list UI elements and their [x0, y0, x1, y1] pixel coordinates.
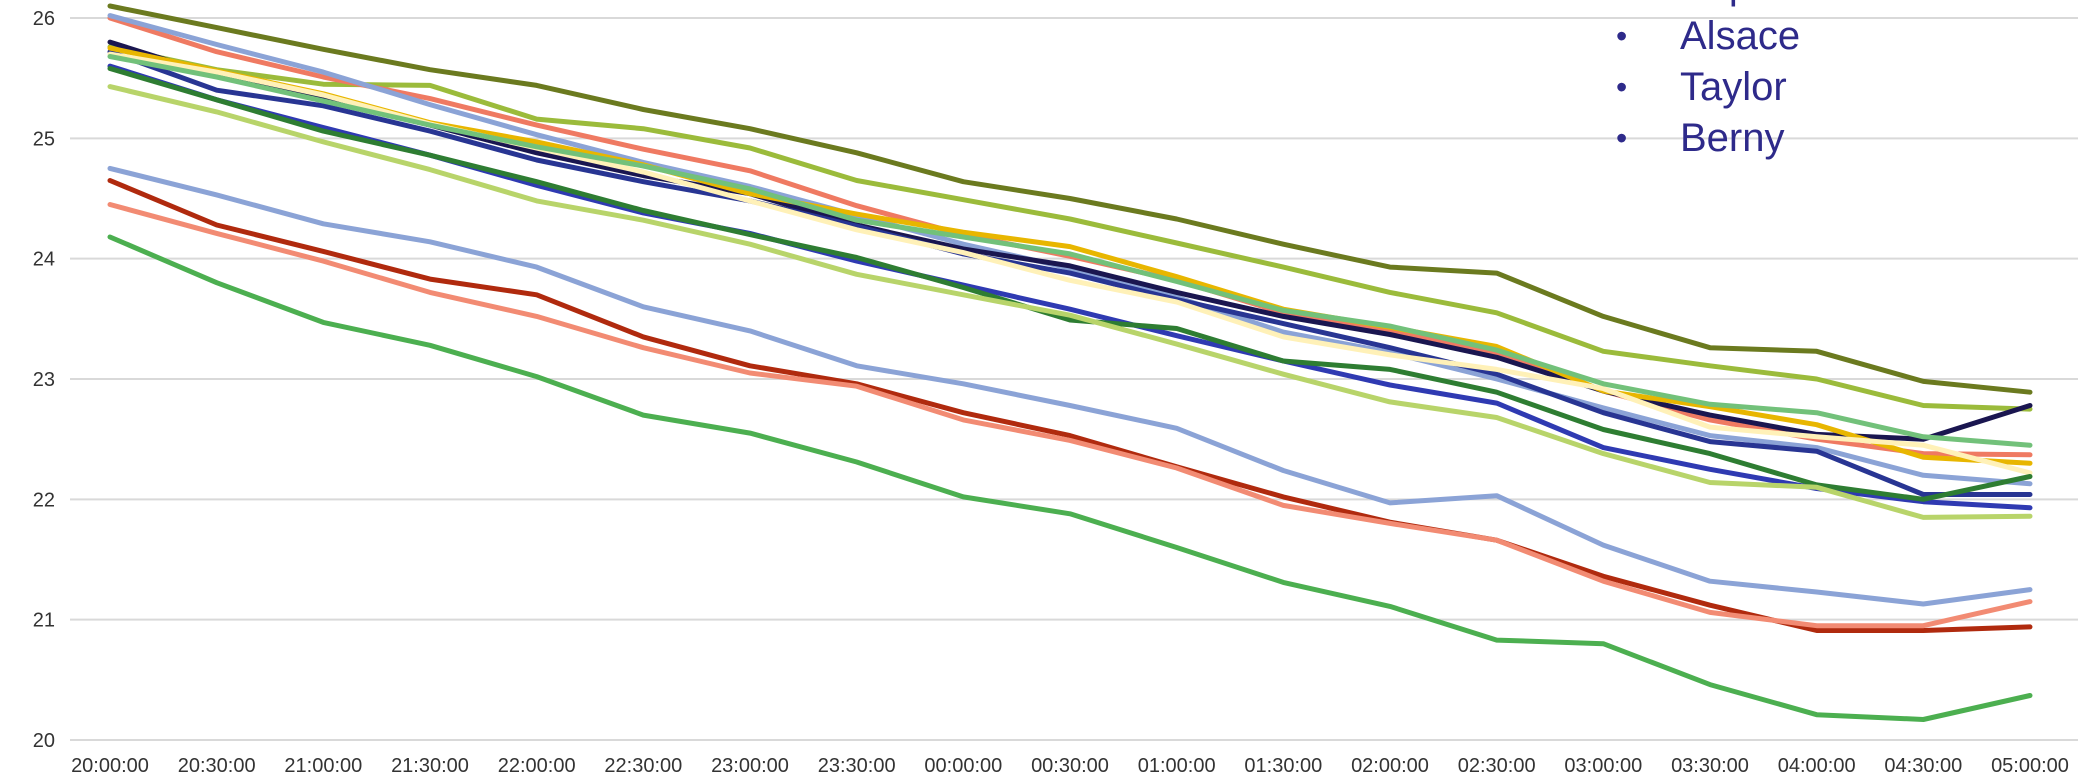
y-tick-label: 26: [33, 8, 55, 30]
x-tick-label: 20:00:00: [71, 755, 149, 777]
y-tick-label: 21: [33, 610, 55, 632]
y-tick-label: 22: [33, 489, 55, 511]
series-line-13: [107, 165, 2033, 607]
x-tick-label: 00:00:00: [924, 755, 1002, 777]
legend-bullet: •: [1616, 18, 1627, 54]
series-line-12: [107, 84, 2033, 520]
legend-entry: Taylor: [1680, 65, 1787, 109]
x-tick-label: 21:30:00: [391, 755, 469, 777]
series-line-10: [107, 54, 2033, 448]
legend: • Baptistin Paul • Alsace • Taylor • Berny: [1616, 0, 1925, 160]
x-tick-label: 23:30:00: [818, 755, 896, 777]
legend-entry: Berny: [1680, 116, 1785, 160]
x-tick-label: 03:00:00: [1564, 755, 1642, 777]
x-tick-label: 01:30:00: [1244, 755, 1322, 777]
y-axis-tick-labels: 20 21 22 23 24 25 26: [33, 8, 55, 752]
x-tick-label: 20:30:00: [178, 755, 256, 777]
x-tick-label: 04:00:00: [1778, 755, 1856, 777]
series-line-14: [107, 178, 2033, 633]
x-tick-label: 04:30:00: [1884, 755, 1962, 777]
legend-bullet: •: [1616, 69, 1627, 105]
y-tick-label: 25: [33, 128, 55, 150]
y-tick-label: 20: [33, 730, 55, 752]
x-tick-label: 02:00:00: [1351, 755, 1429, 777]
series-line-2: [107, 44, 2033, 412]
series-line-16: [107, 234, 2033, 722]
x-tick-label: 05:00:00: [1991, 755, 2069, 777]
x-tick-label: 23:00:00: [711, 755, 789, 777]
legend-bullet: •: [1616, 120, 1627, 156]
x-axis-tick-labels: 20:00:00 20:30:00 21:00:00 21:30:00 22:00:00…: [71, 755, 2069, 777]
legend-entry: Alsace: [1680, 14, 1800, 58]
x-tick-label: 02:30:00: [1458, 755, 1536, 777]
x-tick-label: 22:30:00: [604, 755, 682, 777]
series-line-1: [107, 3, 2033, 395]
series-line-6: [107, 49, 2033, 497]
x-tick-label: 21:00:00: [284, 755, 362, 777]
x-tick-label: 03:30:00: [1671, 755, 1749, 777]
series-line-11: [107, 66, 2033, 502]
series-line-15: [107, 202, 2033, 629]
legend-bullet: •: [1616, 0, 1627, 3]
x-tick-label: 01:00:00: [1138, 755, 1216, 777]
y-tick-label: 23: [33, 369, 55, 391]
series-layer: [107, 3, 2033, 722]
x-tick-label: 22:00:00: [498, 755, 576, 777]
x-tick-label: 00:30:00: [1031, 755, 1109, 777]
legend-entry: Baptistin Paul: [1680, 0, 1925, 7]
y-tick-label: 24: [33, 249, 55, 271]
